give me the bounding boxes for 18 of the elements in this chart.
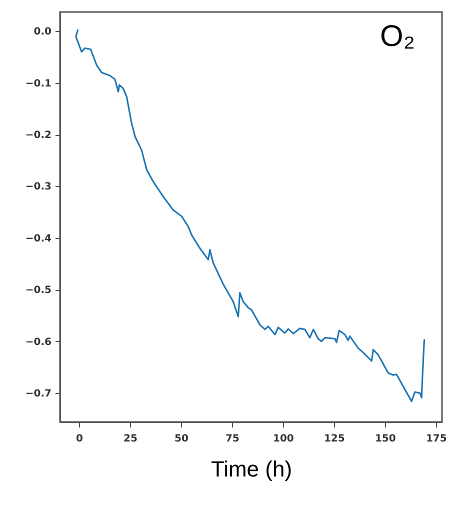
x-tick-label: 100 bbox=[272, 434, 294, 444]
x-axis-title: Time (h) bbox=[210, 456, 292, 482]
y-tick-label: −0.7 bbox=[25, 388, 52, 400]
x-tick-label: 0 bbox=[76, 434, 83, 444]
y-tick-label: −0.3 bbox=[25, 182, 52, 193]
annotation: O₂ bbox=[380, 20, 415, 53]
x-tick-label: 75 bbox=[225, 434, 240, 444]
y-tick-label: 0.0 bbox=[34, 26, 52, 38]
x-tick-label: 125 bbox=[324, 434, 345, 444]
x-tick-label: 175 bbox=[426, 434, 447, 444]
x-tick-label: 25 bbox=[123, 434, 138, 444]
y-tick-label: −0.5 bbox=[25, 285, 52, 296]
x-tick-label: 50 bbox=[174, 434, 188, 444]
y-tick-label: −0.1 bbox=[25, 78, 52, 90]
y-tick-label: −0.4 bbox=[25, 233, 52, 244]
y-tick-label: −0.2 bbox=[25, 130, 52, 142]
x-tick-label: 150 bbox=[374, 434, 396, 444]
y-tick-label: −0.6 bbox=[25, 336, 52, 348]
